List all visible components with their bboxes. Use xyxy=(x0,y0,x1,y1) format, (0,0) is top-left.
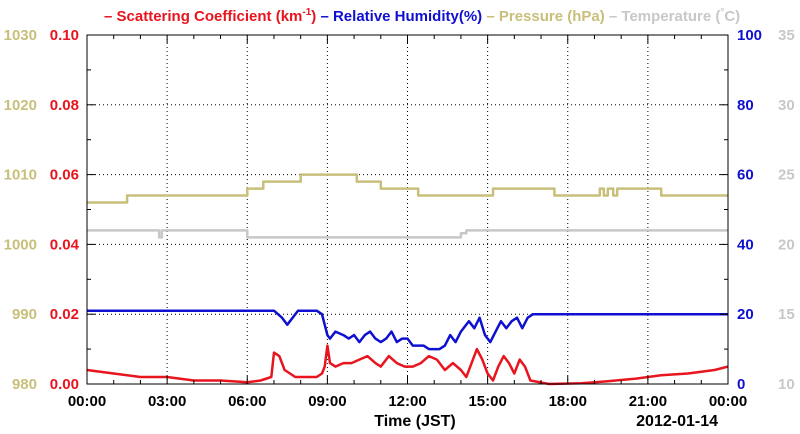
legend-entry: – Temperature ( xyxy=(605,8,721,25)
x-tick-label: 18:00 xyxy=(549,393,587,410)
humidity-tick-label: 60 xyxy=(737,167,754,184)
temperature-tick-label: 10 xyxy=(778,376,795,393)
series-line-scattering xyxy=(86,344,729,386)
x-tick-label: 00:00 xyxy=(68,393,106,410)
scattering-tick-label: 0.04 xyxy=(50,236,80,253)
pressure-tick-label: 1030 xyxy=(4,27,37,44)
chart-tick-labels: 00:00 03:00 06:00 09:00 12:00 15:00 18:00 21:00… xyxy=(4,27,795,410)
temperature-tick-label: 35 xyxy=(778,27,795,44)
x-tick-label: 00:00 xyxy=(709,393,747,410)
legend-entry-suffix: ) xyxy=(311,8,316,25)
scattering-tick-label: 0.00 xyxy=(50,376,79,393)
temperature-tick-label: 20 xyxy=(778,236,795,253)
humidity-tick-label: 40 xyxy=(737,236,754,253)
humidity-tick-label: 0 xyxy=(737,376,745,393)
temperature-tick-label: 15 xyxy=(778,306,795,323)
x-tick-label: 06:00 xyxy=(228,393,266,410)
legend-entry-sup: -1 xyxy=(302,7,311,18)
humidity-tick-label: 100 xyxy=(737,27,762,44)
legend-entry: – Pressure (hPa) xyxy=(482,8,605,25)
scattering-tick-label: 0.02 xyxy=(50,306,79,323)
x-tick-label: 03:00 xyxy=(148,393,186,410)
legend-entry: – Scattering Coefficient (km xyxy=(104,8,302,25)
pressure-tick-label: 980 xyxy=(12,376,37,393)
pressure-tick-label: 1010 xyxy=(4,167,37,184)
x-tick-label: 21:00 xyxy=(629,393,667,410)
legend-entry: – Relative Humidity(%) xyxy=(316,8,482,25)
date-label: 2012-01-14 xyxy=(636,413,718,430)
scattering-tick-label: 0.06 xyxy=(50,167,79,184)
scattering-tick-label: 0.10 xyxy=(50,27,79,44)
x-tick-label: 15:00 xyxy=(468,393,506,410)
series-line-humidity xyxy=(87,309,728,351)
scattering-tick-label: 0.08 xyxy=(50,97,79,114)
series-line-pressure xyxy=(87,173,728,204)
humidity-tick-label: 20 xyxy=(737,306,754,323)
x-axis-label: Time (JST) xyxy=(374,413,456,430)
chart-grid xyxy=(87,35,728,384)
chart-legend: – Scattering Coefficient (km-1) – Relati… xyxy=(104,7,740,25)
temperature-tick-label: 25 xyxy=(778,167,795,184)
chart-ticks xyxy=(86,34,729,385)
legend-entry-sup: ° xyxy=(720,7,724,18)
x-tick-label: 09:00 xyxy=(308,393,346,410)
humidity-tick-label: 80 xyxy=(737,97,754,114)
pressure-tick-label: 990 xyxy=(12,306,37,323)
legend-entry-suffix: C) xyxy=(724,8,740,25)
series-line-temperature xyxy=(87,229,728,239)
chart-series xyxy=(86,173,729,386)
pressure-tick-label: 1000 xyxy=(4,236,37,253)
pressure-tick-label: 1020 xyxy=(4,97,37,114)
temperature-tick-label: 30 xyxy=(778,97,795,114)
x-tick-label: 12:00 xyxy=(388,393,426,410)
